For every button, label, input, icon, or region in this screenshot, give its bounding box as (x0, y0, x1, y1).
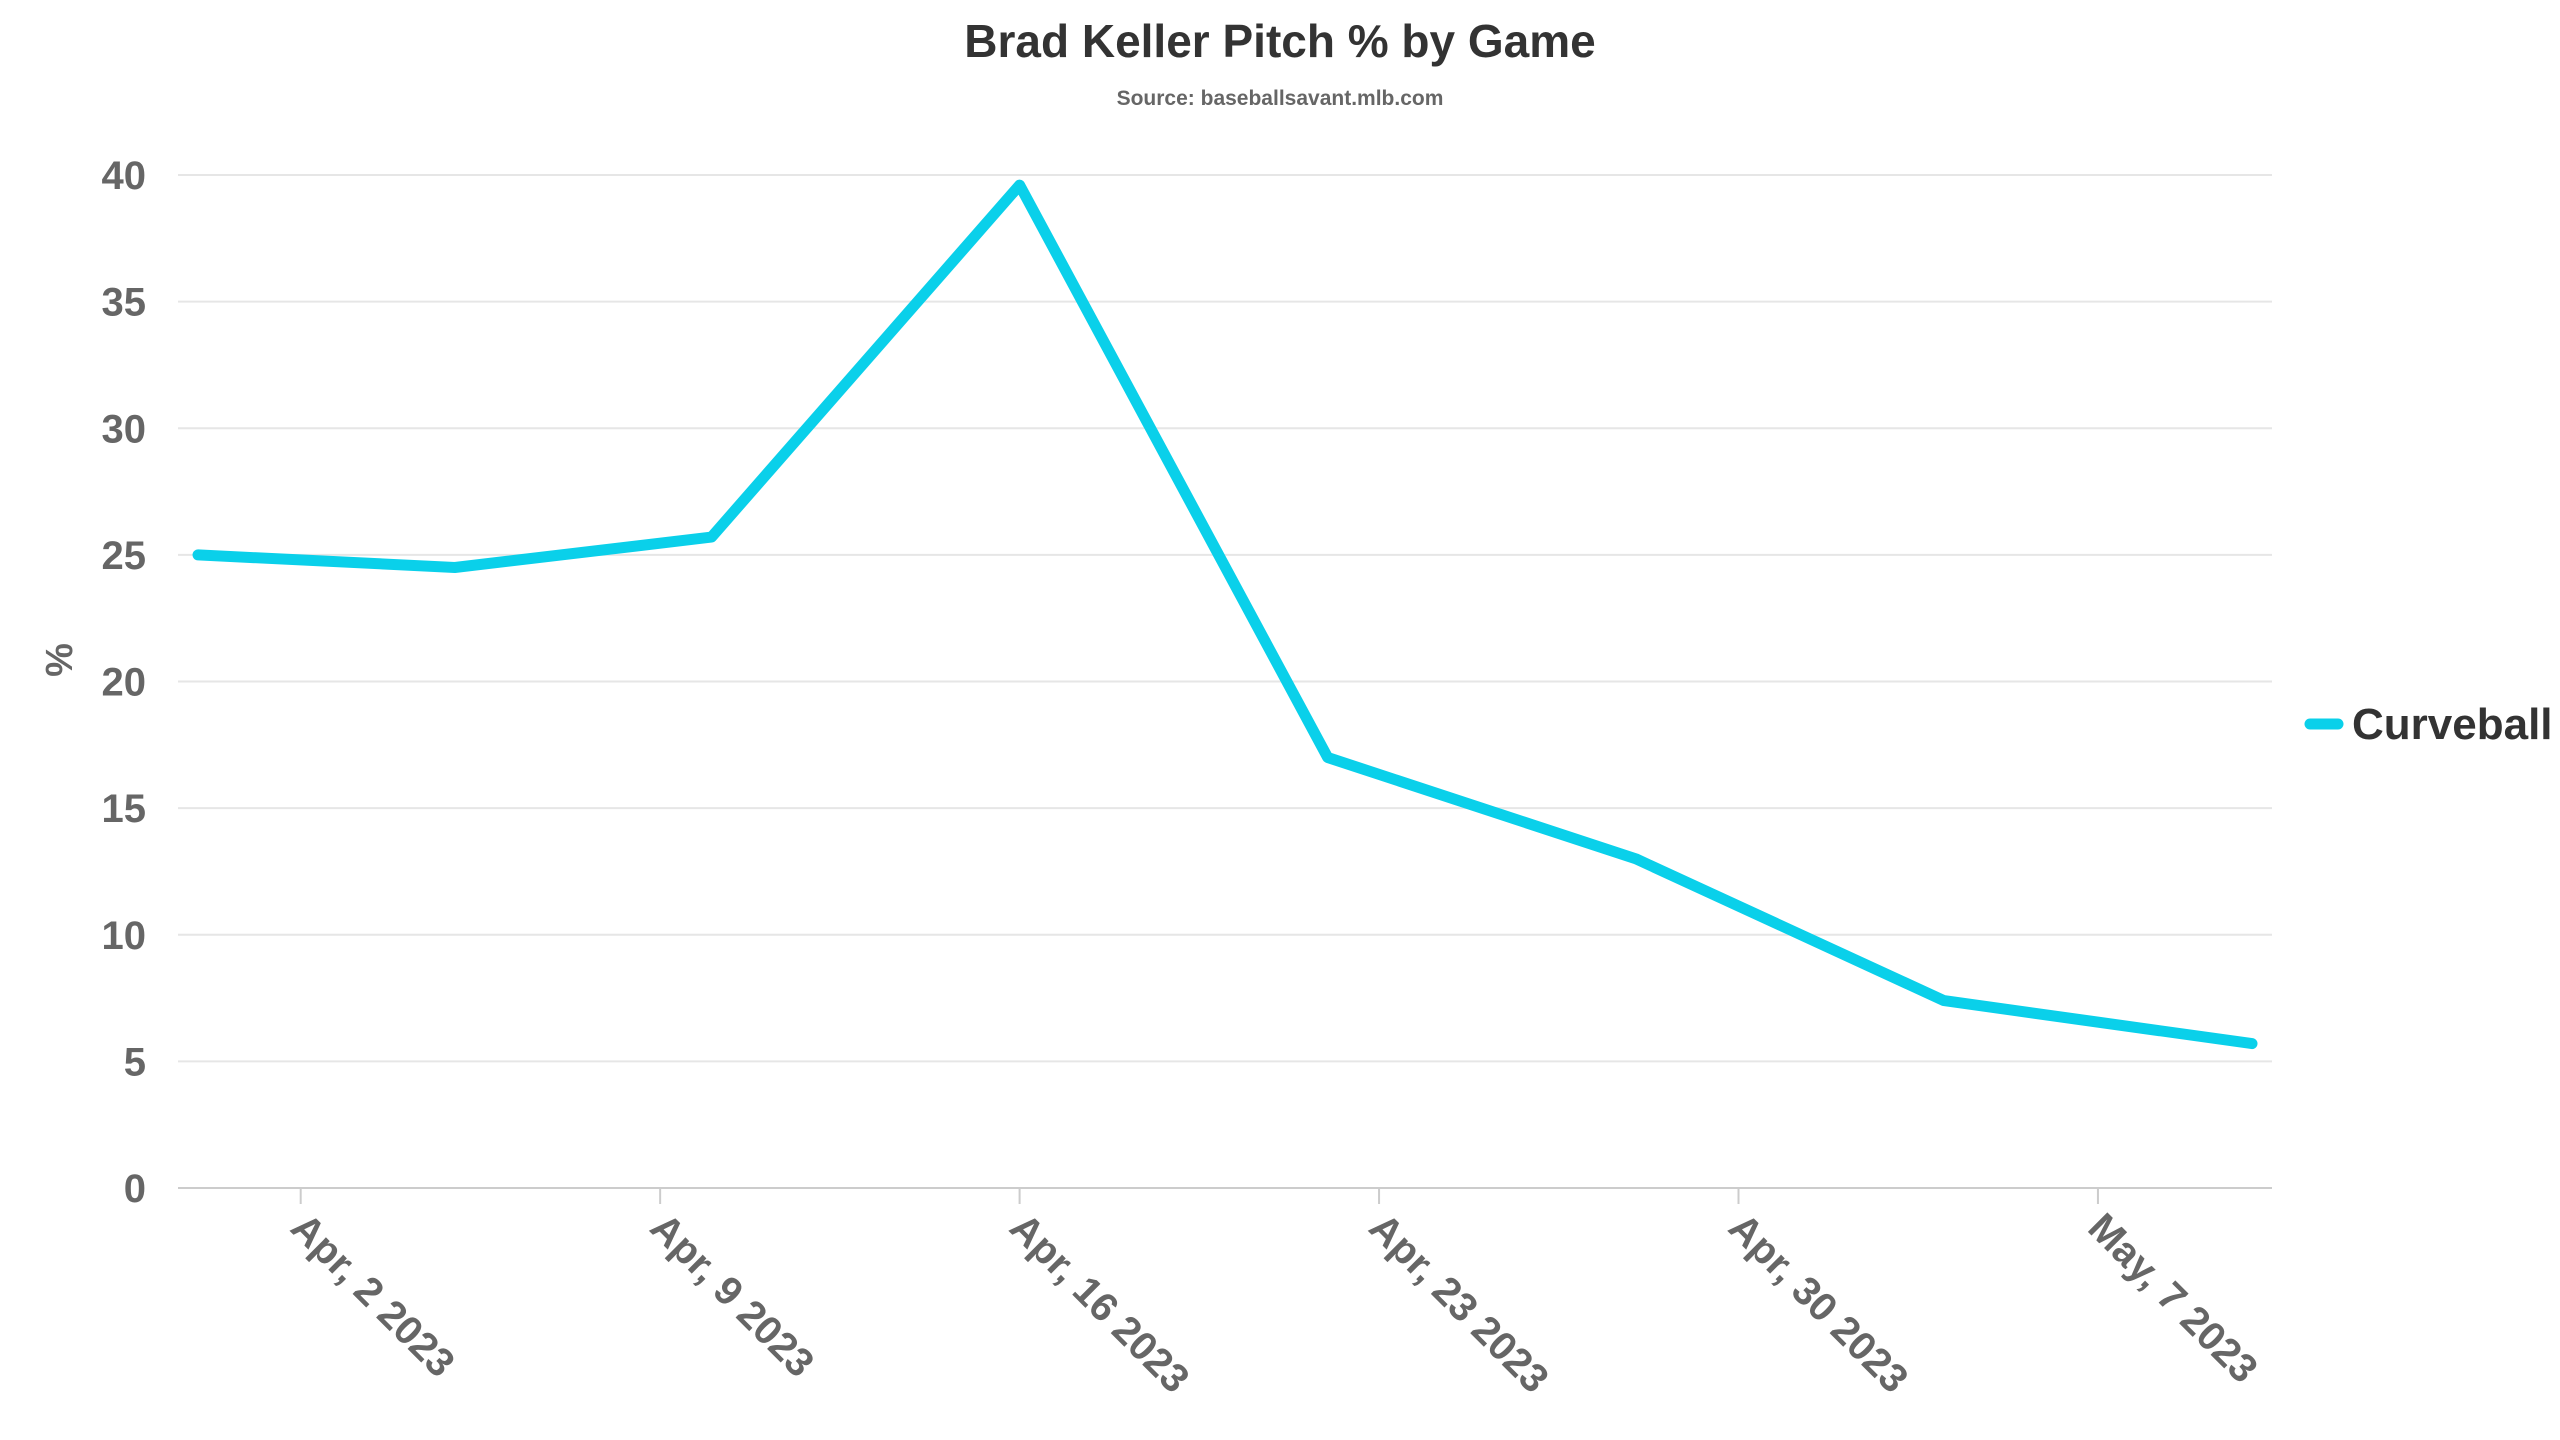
series-line-curveball[interactable] (192, 179, 2258, 1050)
gridlines (178, 174, 2272, 1063)
series-group (192, 179, 2258, 1050)
data-point[interactable] (1014, 180, 1025, 191)
y-axis-label: % (39, 643, 81, 677)
data-point[interactable] (449, 562, 460, 573)
data-point[interactable] (706, 532, 717, 543)
legend[interactable]: Curveball (2304, 700, 2553, 749)
y-tick-label: 10 (102, 914, 147, 958)
data-point[interactable] (193, 549, 203, 560)
y-tick-label: 15 (102, 787, 147, 831)
y-tick-label: 25 (102, 534, 147, 578)
y-tick-label: 0 (124, 1167, 146, 1211)
x-tick-label: Apr, 9 2023 (642, 1205, 822, 1385)
data-point[interactable] (2247, 1038, 2257, 1049)
x-tick-label: May, 7 2023 (2080, 1205, 2266, 1391)
x-axis-ticks: Apr, 2 2023 Apr, 9 2023 Apr, 16 2023 Apr, 2… (282, 1188, 2266, 1401)
y-tick-label: 40 (102, 154, 147, 198)
y-tick-label: 35 (102, 281, 147, 325)
x-tick-label: Apr, 16 2023 (1001, 1205, 1197, 1401)
y-tick-label: 5 (124, 1040, 146, 1084)
x-tick-label: Apr, 30 2023 (1720, 1205, 1916, 1401)
chart-title: Brad Keller Pitch % by Game (964, 15, 1595, 67)
data-point[interactable] (1322, 752, 1333, 763)
data-point[interactable] (1630, 853, 1641, 864)
x-tick-label: Apr, 23 2023 (1361, 1205, 1557, 1401)
y-tick-label: 30 (102, 407, 147, 451)
x-tick-label: Apr, 2 2023 (282, 1205, 462, 1385)
legend-label[interactable]: Curveball (2352, 700, 2553, 749)
chart-subtitle: Source: baseballsavant.mlb.com (1117, 87, 1444, 110)
y-tick-label: 20 (102, 661, 147, 705)
data-point[interactable] (1938, 995, 1949, 1006)
y-axis-ticks: 0 5 10 15 20 25 30 35 40 (102, 154, 147, 1211)
